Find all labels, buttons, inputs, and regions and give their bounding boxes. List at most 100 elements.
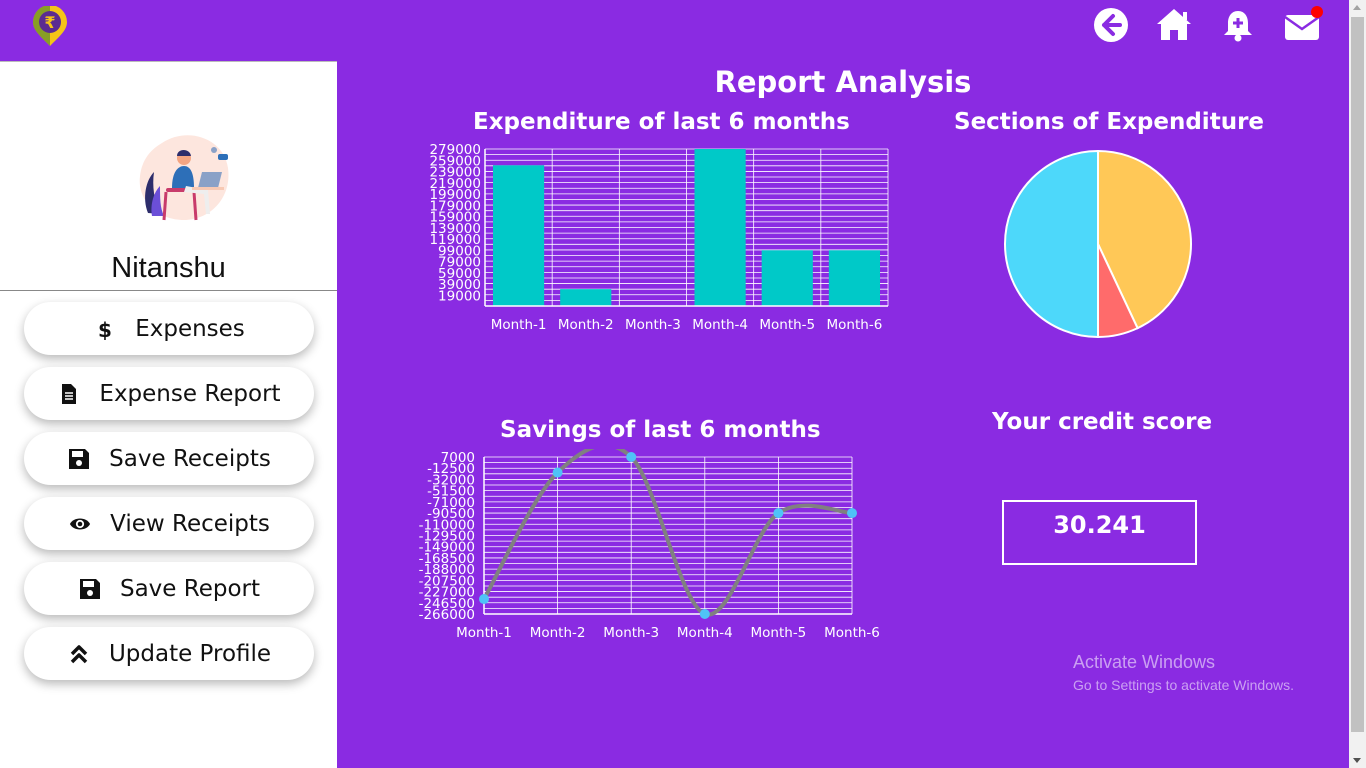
home-icon[interactable] (1154, 6, 1192, 44)
x-tick-label: Month-2 (558, 317, 614, 333)
pie-slice (1004, 149, 1099, 339)
y-tick-label: 59000 (438, 266, 481, 282)
notification-dot (1311, 6, 1323, 18)
y-tick-label: -129500 (419, 529, 475, 545)
rupee-logo-icon[interactable]: ₹ (30, 5, 70, 48)
y-tick-label: 119000 (429, 232, 481, 248)
y-tick-label: 219000 (429, 176, 481, 192)
sidebar-divider (0, 290, 337, 291)
data-point (552, 467, 563, 478)
y-tick-label: -51500 (427, 484, 475, 500)
svg-text:$: $ (98, 318, 112, 340)
eye-icon (68, 512, 92, 536)
x-tick-label: Month-5 (751, 625, 807, 641)
sections-chart-title: Sections of Expenditure (954, 109, 1265, 135)
bar (560, 289, 612, 306)
data-point (699, 609, 710, 619)
bar (493, 165, 545, 306)
add-notification-icon[interactable] (1220, 6, 1258, 44)
top-navbar: ₹ (0, 0, 1349, 61)
savings-line-chart: 7000-12500-32000-51500-71000-90500-11000… (419, 449, 880, 641)
avatar (132, 128, 232, 228)
y-tick-label: 199000 (429, 187, 481, 203)
y-tick-label: 79000 (438, 255, 481, 271)
x-tick-label: Month-4 (692, 317, 748, 333)
double-chevron-up-icon (67, 642, 91, 666)
vertical-scrollbar[interactable] (1349, 0, 1366, 768)
sidebar: Nitanshu $ Expenses Expense Report Save … (0, 61, 337, 768)
x-tick-label: Month-4 (677, 625, 733, 641)
y-tick-label: 139000 (429, 221, 481, 237)
x-tick-label: Month-6 (824, 625, 880, 641)
save-report-button[interactable]: Save Report (24, 562, 314, 615)
y-tick-label: -246500 (419, 596, 475, 612)
y-tick-label: -12500 (427, 461, 475, 477)
page-title: Report Analysis (714, 65, 972, 99)
y-tick-label: -110000 (419, 517, 475, 533)
bar (694, 149, 746, 306)
sections-pie-chart (1004, 149, 1192, 339)
expenses-button[interactable]: $ Expenses (24, 302, 314, 355)
y-tick-label: 279000 (429, 142, 481, 158)
y-tick-label: 99000 (438, 243, 481, 259)
y-tick-label: 39000 (438, 277, 481, 293)
x-tick-label: Month-1 (491, 317, 547, 333)
expenses-label: Expenses (135, 315, 245, 342)
bar (761, 250, 813, 306)
x-tick-label: Month-3 (625, 317, 681, 333)
y-tick-label: -227000 (419, 585, 475, 601)
update-profile-button[interactable]: Update Profile (24, 627, 314, 680)
update-profile-label: Update Profile (108, 640, 272, 667)
username: Nitanshu (111, 252, 226, 284)
data-point (773, 508, 784, 519)
y-tick-label: -90500 (427, 506, 475, 522)
y-tick-label: 7000 (441, 450, 475, 466)
x-tick-label: Month-1 (456, 625, 512, 641)
data-point (847, 508, 857, 519)
save-icon (67, 447, 91, 471)
scroll-up-arrow-icon[interactable] (1353, 5, 1361, 10)
logo-symbol: ₹ (44, 13, 55, 32)
save-icon (78, 577, 102, 601)
y-tick-label: 259000 (429, 153, 481, 169)
credit-score-title: Your credit score (992, 409, 1213, 435)
pie-slice (1097, 149, 1192, 330)
mail-icon[interactable] (1283, 6, 1323, 44)
back-arrow-icon[interactable] (1092, 6, 1130, 44)
y-tick-label: -266000 (419, 607, 475, 623)
y-tick-label: -168500 (419, 551, 475, 567)
y-tick-label: 19000 (438, 288, 481, 304)
activate-windows-subtitle: Go to Settings to activate Windows. (1073, 677, 1294, 693)
x-tick-label: Month-3 (603, 625, 659, 641)
file-icon (57, 382, 81, 406)
y-tick-label: -207500 (419, 573, 475, 589)
x-tick-label: Month-6 (827, 317, 883, 333)
scroll-down-arrow-icon[interactable] (1353, 758, 1361, 763)
activate-windows-title: Activate Windows (1073, 652, 1216, 672)
data-point (626, 452, 637, 462)
x-tick-label: Month-2 (530, 625, 586, 641)
expense-report-button[interactable]: Expense Report (24, 367, 314, 420)
view-receipts-label: View Receipts (110, 510, 270, 537)
dollar-icon: $ (93, 317, 117, 341)
save-report-label: Save Report (119, 575, 260, 602)
main-content: Report Analysis Expenditure of last 6 mo… (337, 61, 1349, 768)
x-tick-label: Month-5 (759, 317, 815, 333)
y-tick-label: 159000 (429, 210, 481, 226)
save-receipts-label: Save Receipts (109, 445, 271, 472)
expenditure-chart-title: Expenditure of last 6 months (473, 109, 850, 135)
y-tick-label: -32000 (427, 472, 475, 488)
expense-report-label: Expense Report (99, 380, 281, 407)
y-tick-label: 239000 (429, 165, 481, 181)
expenditure-bar-chart: 2790002590002390002190001990001790001590… (429, 142, 889, 333)
data-point (479, 594, 489, 605)
y-tick-label: 179000 (429, 198, 481, 214)
savings-chart-title: Savings of last 6 months (500, 417, 821, 443)
save-receipts-button[interactable]: Save Receipts (24, 432, 314, 485)
y-tick-label: -149000 (419, 540, 475, 556)
scrollbar-thumb[interactable] (1351, 17, 1364, 732)
credit-score-value: 30.241 (1002, 500, 1197, 565)
view-receipts-button[interactable]: View Receipts (24, 497, 314, 550)
y-tick-label: -71000 (427, 495, 475, 511)
y-tick-label: -188000 (419, 562, 475, 578)
